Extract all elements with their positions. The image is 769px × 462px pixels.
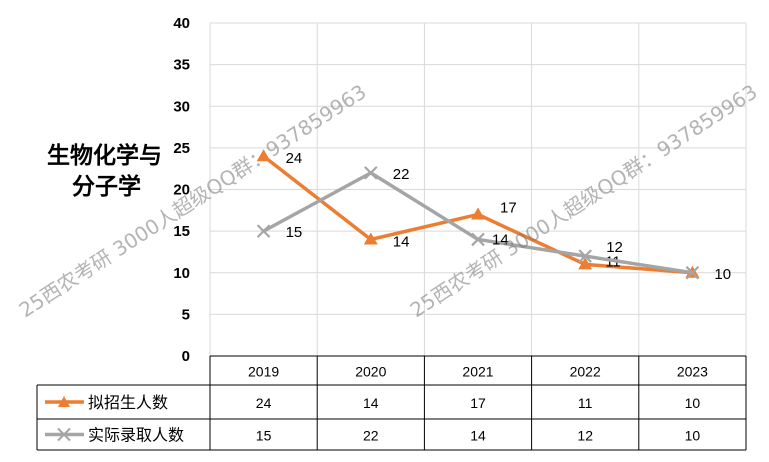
y-tick-label: 40 <box>173 15 190 32</box>
data-label: 10 <box>714 266 731 283</box>
series-marker-triangle <box>578 257 593 270</box>
data-label: 15 <box>286 224 303 241</box>
series-marker-x <box>471 232 485 247</box>
data-label: 14 <box>393 233 410 250</box>
y-tick-label: 5 <box>182 306 190 323</box>
y-tick-label: 15 <box>173 223 190 240</box>
x-tick-label: 2023 <box>677 364 708 380</box>
table-value: 10 <box>685 428 701 444</box>
y-tick-label: 30 <box>173 98 190 115</box>
series-marker-x <box>256 224 271 238</box>
y-tick-label: 20 <box>173 182 190 199</box>
table-value: 11 <box>578 395 593 411</box>
series-marker-x <box>685 265 700 280</box>
chart-title-line: 分子学 <box>72 173 141 200</box>
watermark-text: 25西农考研 3000人超级QQ群：937859963 <box>406 79 762 322</box>
table-value: 15 <box>256 428 272 444</box>
table-value: 12 <box>577 428 593 444</box>
legend-label: 拟招生人数 <box>88 393 168 412</box>
table-value: 10 <box>685 395 701 411</box>
y-tick-label: 10 <box>173 265 190 282</box>
data-label: 17 <box>500 199 517 216</box>
data-label: 14 <box>492 231 509 248</box>
series-marker-x <box>578 249 592 263</box>
x-tick-label: 2021 <box>462 364 493 380</box>
y-tick-label: 0 <box>182 348 190 365</box>
y-tick-label: 35 <box>173 57 190 74</box>
x-tick-label: 2020 <box>355 364 386 380</box>
legend-key-marker <box>57 427 71 442</box>
table-value: 22 <box>363 428 379 444</box>
series-marker-x <box>364 166 378 180</box>
data-table: 2019 2020 2021 2022 2023 24 14 17 11 10 拟招生人数 15 22 1… <box>36 355 747 451</box>
watermark-layer: 25西农考研 3000人超级QQ群：937859963 25西农考研 3000人超… <box>15 79 762 322</box>
table-value: 24 <box>256 395 272 411</box>
table-value: 14 <box>363 395 379 411</box>
data-label: 12 <box>606 239 623 256</box>
plot-grid <box>209 22 747 357</box>
chart-title-line: 生物化学与 <box>47 142 162 169</box>
series-marker-triangle <box>363 232 378 245</box>
legend-key-marker <box>58 396 70 407</box>
series-marker-triangle <box>471 207 485 220</box>
table-value: 17 <box>470 395 486 411</box>
legend-label: 实际录取人数 <box>88 426 184 445</box>
table-value: 14 <box>470 428 486 444</box>
y-tick-label: 25 <box>173 140 190 157</box>
y-axis-ticks: 0 5 10 15 20 25 30 35 40 <box>173 15 190 365</box>
x-tick-label: 2019 <box>248 364 279 380</box>
data-label: 24 <box>286 150 303 167</box>
x-tick-label: 2022 <box>570 364 601 380</box>
data-label: 22 <box>393 166 410 183</box>
series-marker-triangle <box>256 149 271 162</box>
